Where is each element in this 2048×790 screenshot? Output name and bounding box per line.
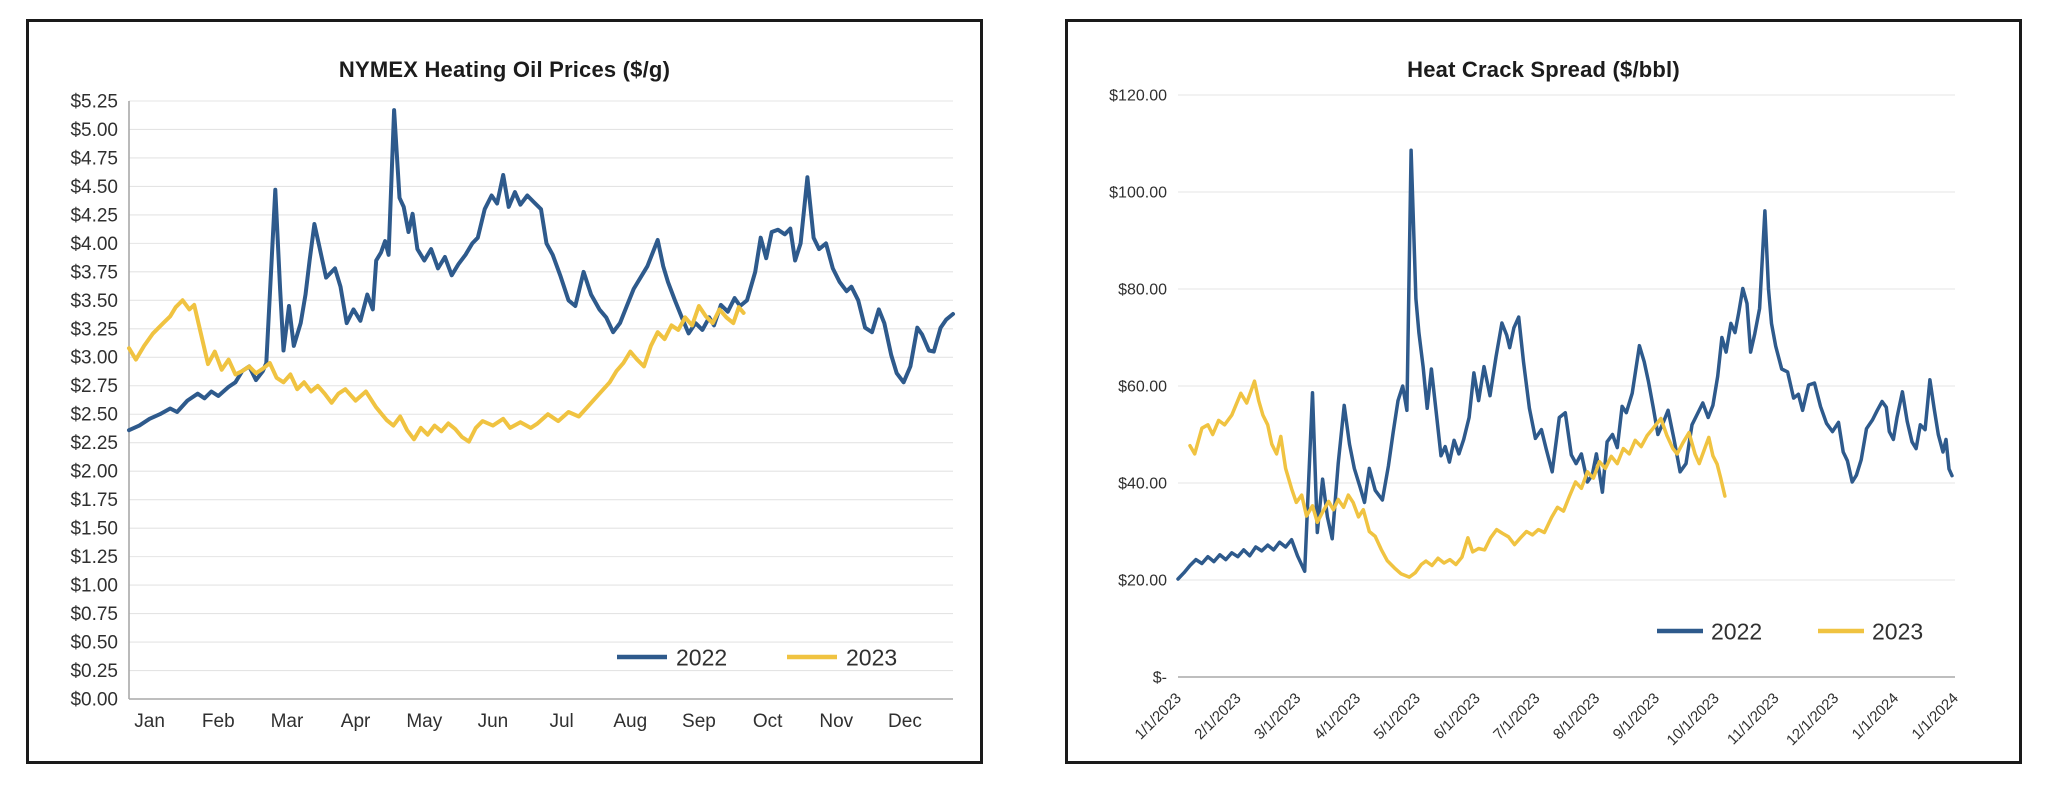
svg-text:1/1/2024: 1/1/2024 [1909,690,1962,743]
svg-text:2/1/2023: 2/1/2023 [1191,690,1244,743]
svg-text:Jul: Jul [549,711,573,732]
svg-text:Sep: Sep [682,711,716,732]
svg-text:$20.00: $20.00 [1118,572,1167,589]
svg-text:$80.00: $80.00 [1118,281,1167,298]
svg-text:$4.75: $4.75 [70,148,118,169]
svg-text:8/1/2023: 8/1/2023 [1550,690,1603,743]
heating-oil-chart-panel: $0.00 $0.25 $0.50 $0.75 $1.00 $1.25 $1.50 $1.75… [26,19,983,764]
svg-text:$0.00: $0.00 [70,689,118,710]
svg-text:$3.00: $3.00 [70,348,118,369]
svg-text:Aug: Aug [613,711,647,732]
svg-text:$2.25: $2.25 [70,433,118,454]
svg-text:$4.50: $4.50 [70,177,118,198]
svg-text:Jun: Jun [478,711,509,732]
svg-text:6/1/2023: 6/1/2023 [1430,690,1483,743]
svg-text:Nov: Nov [819,711,853,732]
svg-text:$0.50: $0.50 [70,633,118,654]
svg-text:11/1/2023: 11/1/2023 [1724,690,1782,748]
svg-text:2022: 2022 [676,644,727,670]
svg-text:Dec: Dec [888,711,922,732]
heating-oil-line-chart: $0.00 $0.25 $0.50 $0.75 $1.00 $1.25 $1.50 $1.75… [26,19,983,764]
svg-text:2023: 2023 [1872,618,1923,644]
svg-text:12/1/2023: 12/1/2023 [1783,690,1842,749]
svg-text:3/1/2023: 3/1/2023 [1251,690,1304,743]
svg-text:May: May [406,711,442,732]
svg-text:$1.75: $1.75 [70,490,118,511]
svg-text:$0.75: $0.75 [70,604,118,625]
svg-text:5/1/2023: 5/1/2023 [1371,690,1424,743]
svg-text:$1.25: $1.25 [70,547,118,568]
svg-text:$2.50: $2.50 [70,405,118,426]
svg-text:Mar: Mar [271,711,304,732]
crack-spread-line-chart: $- $20.00 $40.00 $60.00 $80.00 $100.00 $120.00… [1065,19,2022,764]
svg-text:1/1/2023: 1/1/2023 [1132,690,1185,743]
svg-text:$1.00: $1.00 [70,576,118,597]
svg-text:$1.50: $1.50 [70,519,118,540]
svg-text:1/1/2024: 1/1/2024 [1849,690,1902,743]
svg-text:7/1/2023: 7/1/2023 [1490,690,1543,743]
svg-text:Apr: Apr [341,711,371,732]
svg-text:$3.25: $3.25 [70,319,118,340]
svg-text:$-: $- [1153,669,1167,686]
svg-text:$5.25: $5.25 [70,91,118,112]
svg-text:2022: 2022 [1711,618,1762,644]
svg-text:$4.25: $4.25 [70,205,118,226]
svg-text:$100.00: $100.00 [1109,184,1167,201]
svg-text:$2.75: $2.75 [70,376,118,397]
svg-text:$60.00: $60.00 [1118,378,1167,395]
svg-text:$5.00: $5.00 [70,120,118,141]
svg-text:10/1/2023: 10/1/2023 [1664,690,1723,749]
svg-text:$3.75: $3.75 [70,262,118,283]
svg-text:$0.25: $0.25 [70,661,118,682]
svg-text:9/1/2023: 9/1/2023 [1610,690,1663,743]
svg-text:$120.00: $120.00 [1109,87,1167,104]
svg-text:2023: 2023 [846,644,897,670]
svg-text:$4.00: $4.00 [70,234,118,255]
svg-text:$40.00: $40.00 [1118,475,1167,492]
svg-text:$2.00: $2.00 [70,462,118,483]
svg-text:Oct: Oct [753,711,783,732]
svg-text:Feb: Feb [202,711,235,732]
svg-text:4/1/2023: 4/1/2023 [1311,690,1364,743]
svg-text:$3.50: $3.50 [70,291,118,312]
crack-spread-chart-panel: $- $20.00 $40.00 $60.00 $80.00 $100.00 $120.00… [1065,19,2022,764]
svg-text:Jan: Jan [134,711,165,732]
